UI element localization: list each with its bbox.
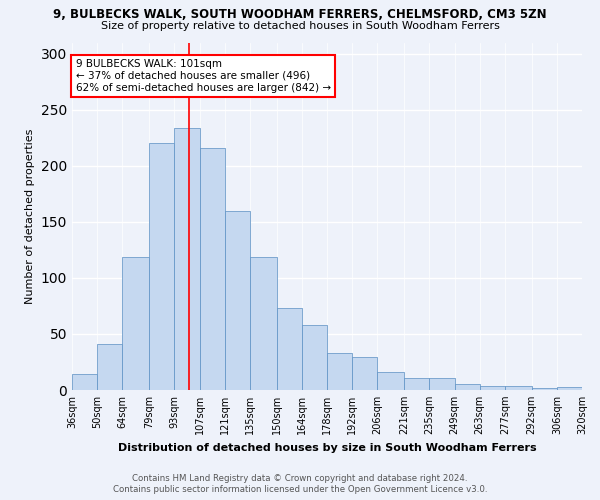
Text: Size of property relative to detached houses in South Woodham Ferrers: Size of property relative to detached ho… [101, 21, 499, 31]
Bar [352, 358, 377, 390]
Y-axis label: Number of detached properties: Number of detached properties [25, 128, 35, 304]
Text: Contains HM Land Registry data © Crown copyright and database right 2024.
Contai: Contains HM Land Registry data © Crown c… [113, 474, 487, 494]
Bar [327, 353, 352, 390]
Bar [72, 374, 97, 390]
Bar [302, 325, 327, 390]
Bar [97, 344, 122, 390]
Bar [557, 386, 582, 390]
Bar [532, 388, 557, 390]
Bar [430, 378, 455, 390]
Bar [479, 386, 505, 390]
Bar [277, 308, 302, 390]
Bar [455, 384, 479, 390]
Bar [199, 148, 224, 390]
Bar [404, 378, 430, 390]
Bar [149, 144, 175, 390]
Bar [250, 256, 277, 390]
Bar [505, 386, 532, 390]
Bar [175, 128, 199, 390]
Bar [224, 210, 250, 390]
Text: 9 BULBECKS WALK: 101sqm
← 37% of detached houses are smaller (496)
62% of semi-d: 9 BULBECKS WALK: 101sqm ← 37% of detache… [76, 60, 331, 92]
Text: 9, BULBECKS WALK, SOUTH WOODHAM FERRERS, CHELMSFORD, CM3 5ZN: 9, BULBECKS WALK, SOUTH WOODHAM FERRERS,… [53, 8, 547, 20]
Bar [377, 372, 404, 390]
X-axis label: Distribution of detached houses by size in South Woodham Ferrers: Distribution of detached houses by size … [118, 442, 536, 452]
Bar [122, 256, 149, 390]
